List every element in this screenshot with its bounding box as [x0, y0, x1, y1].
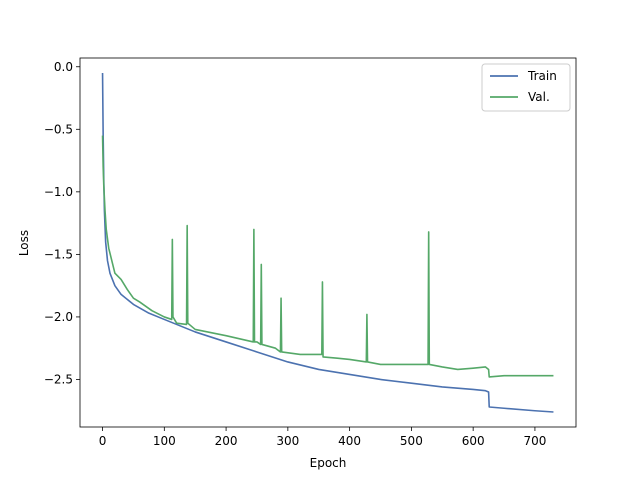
- y-axis-label: Loss: [17, 230, 31, 256]
- y-axis: 0.0 −0.5 −1.0 −1.5 −2.0 −2.5: [44, 60, 80, 386]
- x-tick-label: 700: [523, 434, 546, 448]
- y-tick-label: −1.5: [44, 247, 73, 261]
- x-tick-label: 0: [99, 434, 107, 448]
- x-tick-label: 100: [153, 434, 176, 448]
- legend-label-train: Train: [527, 69, 557, 83]
- y-tick-label: −2.5: [44, 372, 73, 386]
- series-line-train: [101, 73, 554, 413]
- y-tick-label: −2.0: [44, 310, 73, 324]
- x-axis: 0 100 200 300 400 500 600 700: [99, 427, 546, 448]
- x-tick-label: 600: [462, 434, 485, 448]
- y-tick-label: −1.0: [44, 185, 73, 199]
- legend-box: [481, 63, 571, 112]
- legend: Train Val.: [481, 63, 571, 112]
- x-tick-label: 200: [215, 434, 238, 448]
- x-axis-label: Epoch: [310, 456, 347, 470]
- y-tick-label: 0.0: [54, 60, 73, 74]
- y-tick-label: −0.5: [44, 122, 73, 136]
- x-tick-label: 400: [338, 434, 361, 448]
- axes-frame: [79, 57, 577, 428]
- plot-area: [101, 73, 554, 413]
- legend-label-val: Val.: [528, 90, 550, 104]
- series-line-val: [101, 135, 554, 378]
- x-tick-label: 500: [400, 434, 423, 448]
- x-tick-label: 300: [276, 434, 299, 448]
